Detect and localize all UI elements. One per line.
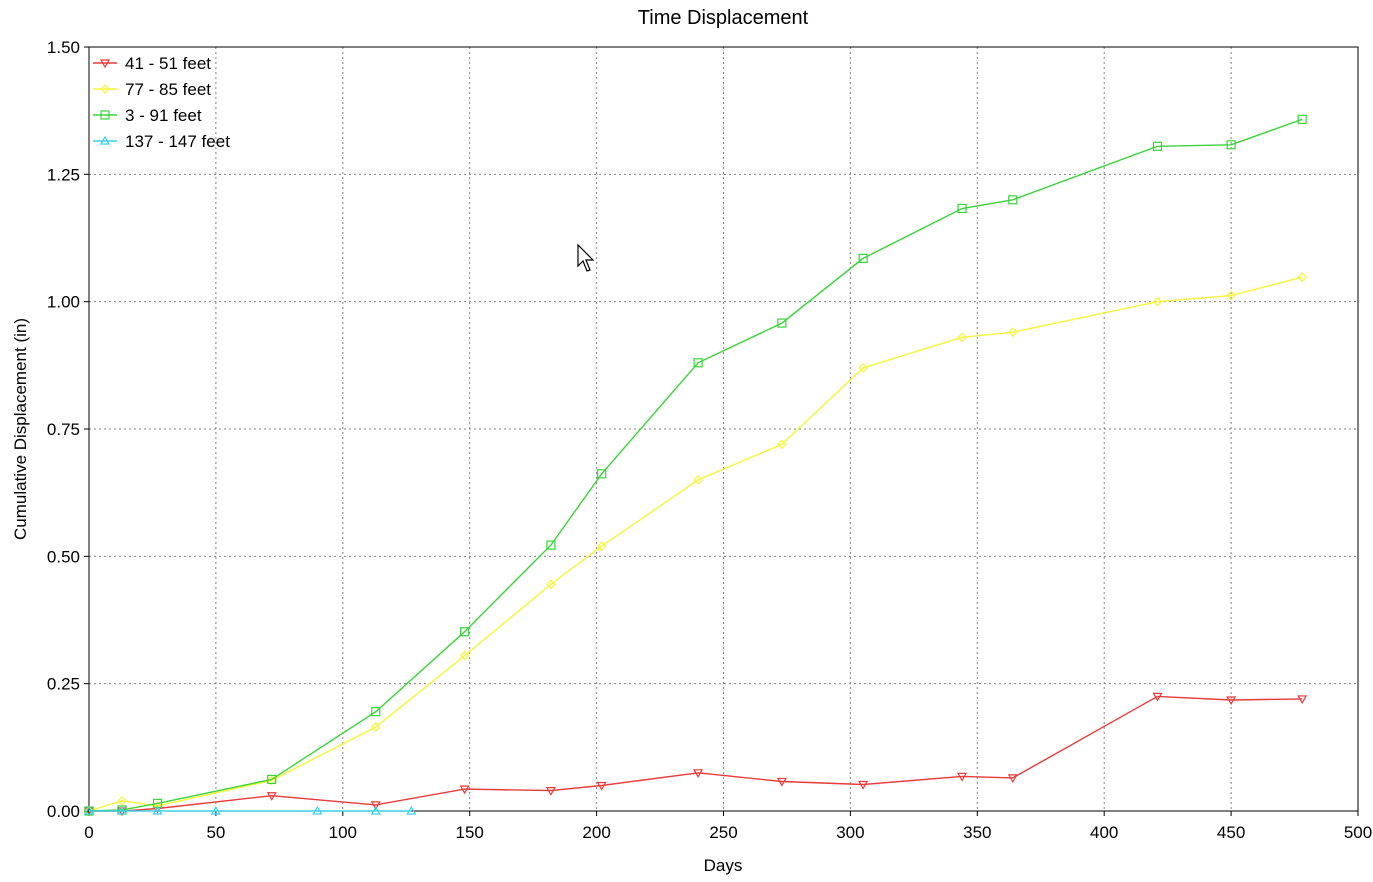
legend-item: 41 - 51 feet: [93, 54, 211, 73]
data-point: [858, 780, 869, 790]
data-point: [1226, 290, 1236, 301]
y-axis-label: Cumulative Displacement (in): [11, 318, 30, 540]
data-point: [545, 787, 556, 796]
data-point: [266, 792, 277, 801]
data-point: [1297, 114, 1307, 124]
data-point: [957, 772, 968, 782]
data-point: [1152, 141, 1163, 151]
y-axis: 0.00 0.25 0.50 0.75 1.00 1.25 1.50: [47, 38, 89, 821]
data-point: [957, 203, 967, 214]
data-point: [1152, 692, 1163, 702]
data-point: [693, 358, 703, 368]
x-tick-label: 50: [206, 823, 225, 842]
x-tick-label: 250: [709, 823, 737, 842]
y-tick-label: 0.25: [47, 675, 80, 694]
y-tick-label: 1.00: [47, 293, 80, 312]
series-2: [84, 272, 1308, 816]
mouse-cursor-icon: [577, 243, 595, 272]
data-point: [1226, 140, 1236, 150]
x-tick-label: 100: [329, 823, 357, 842]
y-tick-label: 1.50: [47, 38, 80, 57]
x-axis-label: Days: [704, 856, 743, 875]
data-point: [776, 777, 787, 787]
data-point: [406, 805, 417, 815]
legend-marker: [100, 84, 110, 94]
data-point: [777, 318, 787, 328]
data-point: [117, 795, 127, 806]
data-point: [546, 540, 556, 550]
series-line: [88, 118, 1303, 812]
data-point: [83, 805, 95, 815]
data-point: [370, 805, 381, 815]
data-point: [1007, 774, 1018, 784]
data-point: [858, 253, 868, 263]
data-point: [777, 439, 787, 450]
y-tick-label: 0.50: [47, 547, 80, 566]
data-point: [597, 469, 607, 479]
y-tick-label: 1.25: [47, 165, 80, 184]
data-point: [546, 579, 556, 590]
x-tick-label: 300: [836, 823, 864, 842]
legend-label: 3 - 91 feet: [125, 106, 202, 125]
data-point: [267, 774, 277, 785]
legend-label: 137 - 147 feet: [125, 132, 230, 151]
grid-lines: [89, 47, 1358, 811]
data-point: [116, 805, 128, 815]
data-point: [1297, 695, 1308, 705]
y-tick-label: 0.00: [47, 802, 80, 821]
data-point: [858, 363, 868, 373]
data-point: [371, 707, 381, 717]
chart-title: Time Displacement: [638, 7, 809, 29]
legend-marker: [100, 110, 110, 120]
data-point: [459, 785, 470, 795]
legend-marker: [99, 135, 111, 145]
data-point: [152, 805, 163, 815]
x-axis: 0 50 100 150 200 250 300 350 400 450 500: [84, 811, 1372, 842]
data-point: [460, 627, 470, 637]
series-line: [88, 276, 1303, 812]
data-point: [370, 801, 381, 811]
x-tick-label: 400: [1090, 823, 1118, 842]
data-point: [1297, 272, 1308, 283]
data-point: [693, 475, 703, 485]
series-lines: [83, 114, 1308, 817]
legend-marker: [99, 59, 111, 69]
legend-item: 137 - 147 feet: [93, 132, 230, 151]
data-point: [596, 541, 607, 551]
x-tick-label: 350: [963, 823, 991, 842]
series-4: [83, 805, 417, 815]
x-tick-label: 500: [1344, 823, 1372, 842]
legend-item: 77 - 85 feet: [93, 80, 211, 99]
data-point: [1226, 696, 1237, 706]
y-tick-label: 0.75: [47, 420, 80, 439]
x-tick-label: 450: [1217, 823, 1245, 842]
series-line: [89, 695, 1303, 812]
data-point: [1007, 327, 1018, 338]
x-tick-label: 150: [456, 823, 484, 842]
data-point: [957, 332, 967, 343]
legend: 41 - 51 feet 77 - 85 feet 3 - 91 feet 137 -…: [93, 54, 230, 151]
legend-label: 77 - 85 feet: [125, 80, 211, 99]
data-point: [312, 805, 323, 815]
data-point: [266, 775, 277, 786]
data-point: [210, 805, 221, 815]
legend-label: 41 - 51 feet: [125, 54, 211, 73]
data-point: [370, 722, 381, 732]
data-point: [1152, 296, 1163, 307]
legend-item: 3 - 91 feet: [93, 106, 202, 125]
data-point: [459, 650, 470, 661]
x-tick-label: 200: [582, 823, 610, 842]
data-point: [693, 769, 704, 779]
series-3: [84, 114, 1307, 816]
data-point: [1008, 195, 1018, 205]
data-point: [596, 781, 607, 791]
x-tick-label: 0: [84, 823, 93, 842]
